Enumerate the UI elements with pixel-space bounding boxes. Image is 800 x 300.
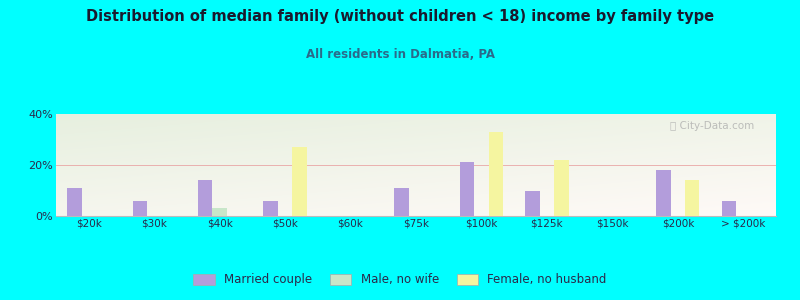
Bar	[526, 190, 540, 216]
Bar	[394, 188, 409, 216]
Bar	[656, 170, 670, 216]
Text: ⓘ City-Data.com: ⓘ City-Data.com	[670, 121, 754, 131]
Legend: Married couple, Male, no wife, Female, no husband: Married couple, Male, no wife, Female, n…	[189, 269, 611, 291]
Bar	[292, 147, 306, 216]
Bar	[460, 162, 474, 216]
Bar	[67, 188, 82, 216]
Bar	[263, 201, 278, 216]
Bar	[722, 201, 736, 216]
Text: Distribution of median family (without children < 18) income by family type: Distribution of median family (without c…	[86, 9, 714, 24]
Bar	[133, 201, 147, 216]
Bar	[213, 208, 227, 216]
Bar	[685, 180, 699, 216]
Text: All residents in Dalmatia, PA: All residents in Dalmatia, PA	[306, 48, 494, 61]
Bar	[489, 132, 503, 216]
Bar	[198, 180, 213, 216]
Bar	[554, 160, 569, 216]
